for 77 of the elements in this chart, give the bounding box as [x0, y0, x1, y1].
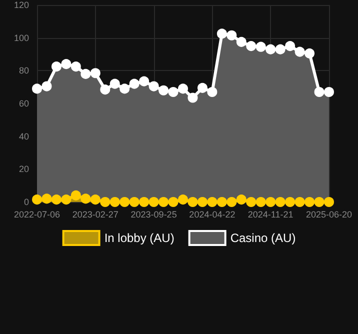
point — [168, 87, 178, 98]
point — [42, 194, 52, 204]
x-tick-label: 2022-07-06 — [14, 210, 60, 220]
x-tick-label: 2024-04-22 — [189, 210, 236, 220]
point — [285, 41, 296, 52]
x-tick-label: 2024-11-21 — [248, 210, 294, 220]
point — [51, 194, 62, 205]
point — [275, 197, 286, 207]
point — [70, 190, 81, 200]
point — [197, 82, 208, 93]
legend-label: In lobby (AU) — [104, 231, 174, 245]
point — [256, 42, 266, 52]
point — [197, 197, 208, 207]
y-tick-label: 60 — [18, 98, 29, 108]
point — [266, 197, 276, 207]
point — [207, 197, 218, 207]
point — [80, 194, 91, 204]
point — [314, 87, 324, 98]
point — [158, 197, 169, 207]
y-tick-label: 80 — [18, 66, 29, 76]
point — [110, 197, 120, 207]
point — [226, 197, 237, 207]
point — [304, 48, 315, 58]
point — [246, 197, 256, 207]
point — [236, 36, 246, 47]
point — [100, 197, 110, 207]
point — [236, 194, 246, 205]
point — [129, 78, 140, 89]
point — [207, 87, 218, 98]
point — [139, 76, 150, 86]
point — [294, 197, 305, 207]
point — [216, 28, 227, 39]
x-tick-label: 2025-06-20 — [306, 210, 352, 220]
point — [110, 78, 120, 89]
point — [32, 84, 42, 94]
point — [246, 41, 256, 52]
point — [275, 44, 286, 54]
y-tick-label: 40 — [18, 131, 29, 142]
point — [226, 30, 237, 40]
point — [129, 197, 140, 207]
point — [294, 46, 305, 57]
x-tick-label: 2023-02-27 — [72, 210, 118, 220]
y-tick-label: 20 — [18, 164, 29, 174]
y-tick-label: 0 — [24, 197, 29, 207]
point — [120, 197, 130, 207]
x-tick-label: 2023-09-25 — [130, 210, 177, 220]
point — [314, 197, 324, 207]
y-tick-label: 120 — [14, 0, 29, 10]
point — [324, 87, 334, 98]
point — [256, 197, 266, 207]
point — [216, 197, 227, 207]
point — [266, 44, 276, 54]
point — [324, 197, 334, 207]
point — [148, 81, 159, 92]
point — [178, 84, 188, 94]
y-tick-label: 100 — [14, 32, 29, 43]
point — [61, 59, 72, 70]
point — [304, 197, 315, 207]
point — [139, 197, 150, 207]
point — [51, 62, 62, 72]
point — [90, 68, 100, 78]
point — [168, 197, 178, 207]
point — [285, 197, 296, 207]
point — [100, 84, 110, 95]
legend-label: Casino (AU) — [230, 231, 296, 245]
point — [70, 62, 81, 72]
point — [32, 194, 42, 205]
point — [148, 197, 159, 207]
point — [120, 84, 130, 94]
point — [42, 81, 52, 92]
point — [80, 68, 91, 79]
point — [188, 92, 198, 103]
point — [61, 194, 72, 205]
point — [90, 194, 100, 205]
point — [178, 194, 188, 205]
point — [158, 85, 169, 96]
point — [188, 197, 198, 207]
